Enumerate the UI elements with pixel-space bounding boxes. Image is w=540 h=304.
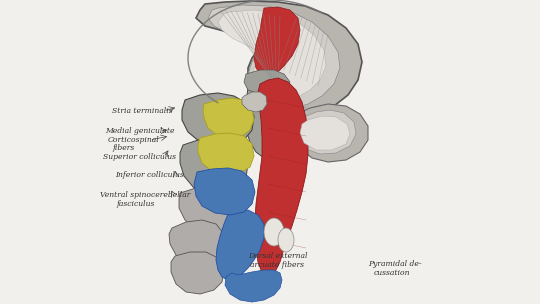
Text: arcuate fibers: arcuate fibers xyxy=(250,261,304,269)
Polygon shape xyxy=(242,92,267,112)
Text: Pyramidal de-: Pyramidal de- xyxy=(368,260,422,268)
Text: Ventral spinocerebellar: Ventral spinocerebellar xyxy=(100,191,191,199)
Text: Inferior colliculus: Inferior colliculus xyxy=(115,171,184,179)
Polygon shape xyxy=(297,110,356,154)
Text: fasciculus: fasciculus xyxy=(116,200,154,208)
Polygon shape xyxy=(196,1,362,116)
Polygon shape xyxy=(254,7,300,78)
Polygon shape xyxy=(244,70,290,94)
Polygon shape xyxy=(182,93,254,146)
Polygon shape xyxy=(203,98,254,138)
Text: Corticospinal: Corticospinal xyxy=(108,136,160,144)
Polygon shape xyxy=(225,270,282,302)
Polygon shape xyxy=(294,104,368,162)
Text: Superior colliculus: Superior colliculus xyxy=(103,153,176,161)
Polygon shape xyxy=(208,5,340,110)
Text: Dorsal external: Dorsal external xyxy=(248,252,307,260)
Polygon shape xyxy=(180,138,248,194)
Polygon shape xyxy=(194,168,255,215)
Polygon shape xyxy=(171,252,224,294)
Polygon shape xyxy=(169,220,224,264)
Polygon shape xyxy=(255,78,308,275)
Polygon shape xyxy=(198,133,254,174)
Text: Medial geniculate: Medial geniculate xyxy=(105,127,174,135)
Polygon shape xyxy=(216,210,264,280)
Polygon shape xyxy=(300,116,350,150)
Polygon shape xyxy=(179,186,240,234)
Polygon shape xyxy=(245,78,292,160)
Ellipse shape xyxy=(264,218,284,246)
Text: fibers: fibers xyxy=(112,144,134,152)
Ellipse shape xyxy=(278,228,294,252)
Text: Stria terminalis: Stria terminalis xyxy=(112,107,173,115)
Polygon shape xyxy=(218,10,326,102)
Text: cussation: cussation xyxy=(374,269,410,277)
